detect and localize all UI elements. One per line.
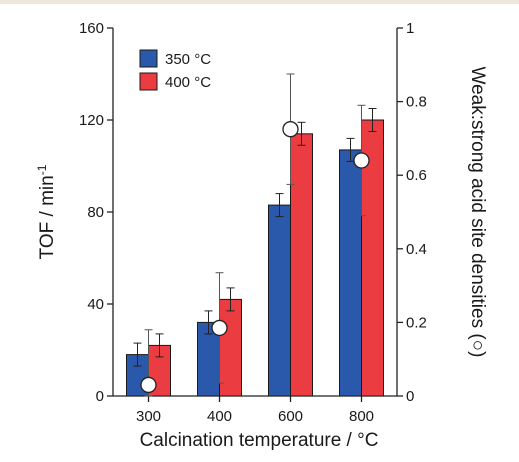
x-axis-label: Calcination temperature / °C — [140, 430, 379, 451]
x-tick-label: 300 — [136, 408, 161, 425]
bar-series2 — [290, 133, 313, 397]
y-tick-label: 160 — [79, 20, 104, 37]
bars — [126, 119, 384, 397]
y-tick-label: 40 — [87, 296, 104, 313]
legend: 350 °C 400 °C — [139, 49, 211, 91]
legend-swatch — [139, 49, 158, 68]
x-tick-label: 400 — [207, 408, 232, 425]
error-bars — [133, 108, 377, 367]
ratio-point — [282, 121, 299, 138]
y-axis-label-superscript: -1 — [35, 164, 49, 175]
ratio-point — [353, 152, 370, 169]
bar-series1 — [339, 149, 362, 397]
ratio-point — [211, 319, 228, 337]
top-border — [0, 0, 519, 4]
legend-swatch — [139, 72, 158, 91]
x-tick-label: 800 — [349, 408, 374, 425]
legend-label: 350 °C — [165, 51, 211, 68]
y2-tick-label: 0.4 — [406, 241, 427, 258]
y-axis-label-text: TOF / min — [37, 175, 58, 259]
y2-axis-label: Weak:strong acid site densities (○) — [467, 67, 488, 358]
x-tick-label: 600 — [278, 408, 303, 425]
bar-series1 — [268, 204, 291, 397]
y2-tick-label: 0 — [406, 388, 414, 405]
y-axis-label: TOF / min-1 — [35, 164, 58, 259]
y2-tick-label: 0.2 — [406, 314, 427, 331]
y2-tick-label: 1 — [406, 20, 414, 37]
bar-series2 — [219, 298, 242, 397]
y-tick-label: 120 — [79, 112, 104, 129]
y2-tick-label: 0.8 — [406, 94, 427, 111]
ratio-point — [140, 376, 157, 394]
y-tick-label: 0 — [96, 388, 104, 405]
ratio-points — [140, 73, 370, 397]
legend-label: 400 °C — [165, 74, 211, 91]
y2-tick-label: 0.6 — [406, 167, 427, 184]
axes: 0 40 80 120 160 0 0.2 0.4 0.6 0.8 1 300 400 600 800 — [79, 20, 427, 425]
y-tick-label: 80 — [87, 204, 104, 221]
